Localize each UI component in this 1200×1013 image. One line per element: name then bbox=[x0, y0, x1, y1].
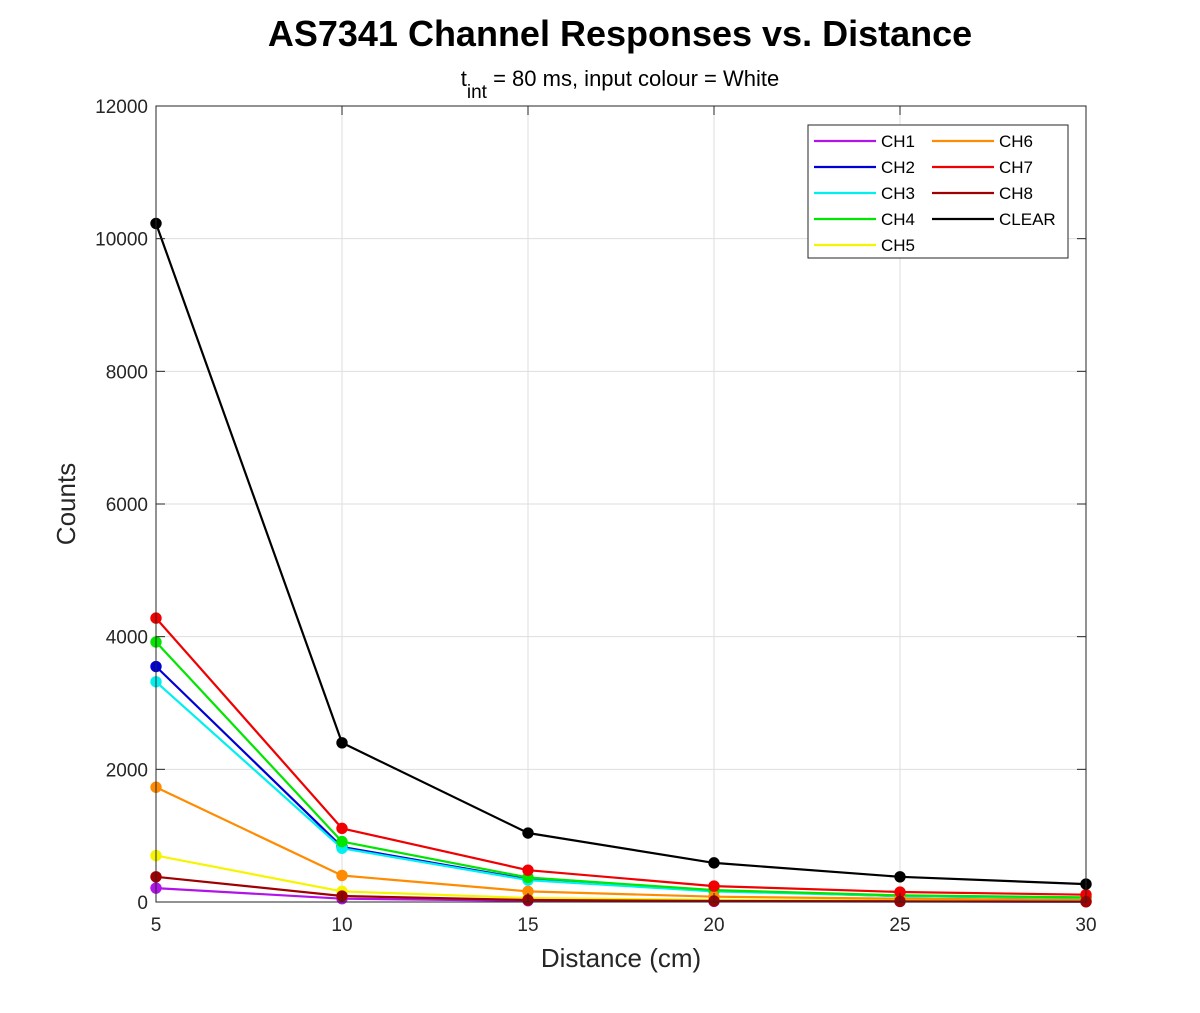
data-point bbox=[336, 822, 348, 835]
legend-item-ch6: CH6 bbox=[932, 132, 1033, 151]
subtitle-suffix: = 80 ms, input colour = White bbox=[487, 66, 779, 91]
subtitle-subscript: int bbox=[467, 82, 488, 103]
series-line bbox=[155, 641, 1087, 899]
legend-box bbox=[807, 124, 1069, 259]
legend-item-ch4: CH4 bbox=[814, 210, 915, 229]
legend-item-ch1: CH1 bbox=[814, 132, 915, 151]
series-ch8 bbox=[150, 871, 1092, 908]
legend-label: CH1 bbox=[881, 132, 915, 151]
legend-label: CH2 bbox=[881, 158, 915, 177]
x-tick-label: 5 bbox=[151, 915, 162, 936]
series-group bbox=[150, 217, 1092, 908]
legend-label: CLEAR bbox=[999, 210, 1056, 229]
series-line bbox=[154, 223, 1087, 886]
y-tick-label: 12000 bbox=[95, 97, 148, 118]
legend-label: CH3 bbox=[881, 184, 915, 203]
x-tick-label: 15 bbox=[517, 915, 538, 936]
x-tick-label: 10 bbox=[331, 915, 352, 936]
data-point bbox=[522, 827, 534, 839]
x-tick-label: 30 bbox=[1075, 915, 1096, 936]
ticks: 5 10 15 20 25 30 0 2000 4000 6000 8000 10000 12000 bbox=[95, 97, 1096, 936]
legend: CH1 CH2 CH3 CH4 CH5 CH6 CH7 CH8 CLEAR bbox=[807, 124, 1069, 259]
y-tick-label: 0 bbox=[137, 893, 148, 914]
legend-label: CH5 bbox=[881, 236, 915, 255]
data-point bbox=[336, 835, 348, 848]
legend-item-ch3: CH3 bbox=[814, 184, 915, 203]
x-axis-label: Distance (cm) bbox=[541, 943, 701, 973]
legend-label: CH4 bbox=[881, 210, 915, 229]
legend-item-clear: CLEAR bbox=[932, 210, 1056, 229]
series-line bbox=[155, 786, 1087, 902]
legend-label: CH7 bbox=[999, 158, 1033, 177]
x-tick-label: 25 bbox=[889, 915, 910, 936]
data-point bbox=[894, 871, 906, 883]
legend-item-ch7: CH7 bbox=[932, 158, 1033, 177]
data-point bbox=[708, 857, 720, 869]
legend-item-ch5: CH5 bbox=[814, 236, 915, 255]
chart-title: AS7341 Channel Responses vs. Distance bbox=[268, 13, 972, 54]
legend-label: CH8 bbox=[999, 184, 1033, 203]
data-point bbox=[708, 880, 720, 892]
y-tick-label: 4000 bbox=[106, 628, 148, 649]
y-axis-label: Counts bbox=[51, 463, 81, 545]
legend-label: CH6 bbox=[999, 132, 1033, 151]
subtitle-prefix: t bbox=[461, 66, 467, 91]
series-clear bbox=[150, 217, 1092, 890]
legend-item-ch8: CH8 bbox=[932, 184, 1033, 203]
series-line bbox=[155, 617, 1087, 896]
y-tick-label: 6000 bbox=[106, 495, 148, 516]
y-tick-label: 10000 bbox=[95, 230, 148, 251]
y-tick-label: 8000 bbox=[106, 362, 148, 383]
data-point bbox=[522, 864, 534, 876]
series-line bbox=[155, 875, 1087, 903]
chart-subtitle: tint = 80 ms, input colour = White bbox=[461, 66, 779, 103]
data-point bbox=[336, 737, 348, 749]
x-tick-label: 20 bbox=[703, 915, 724, 936]
data-point bbox=[336, 869, 348, 882]
y-tick-label: 2000 bbox=[106, 760, 148, 781]
legend-item-ch2: CH2 bbox=[814, 158, 915, 177]
